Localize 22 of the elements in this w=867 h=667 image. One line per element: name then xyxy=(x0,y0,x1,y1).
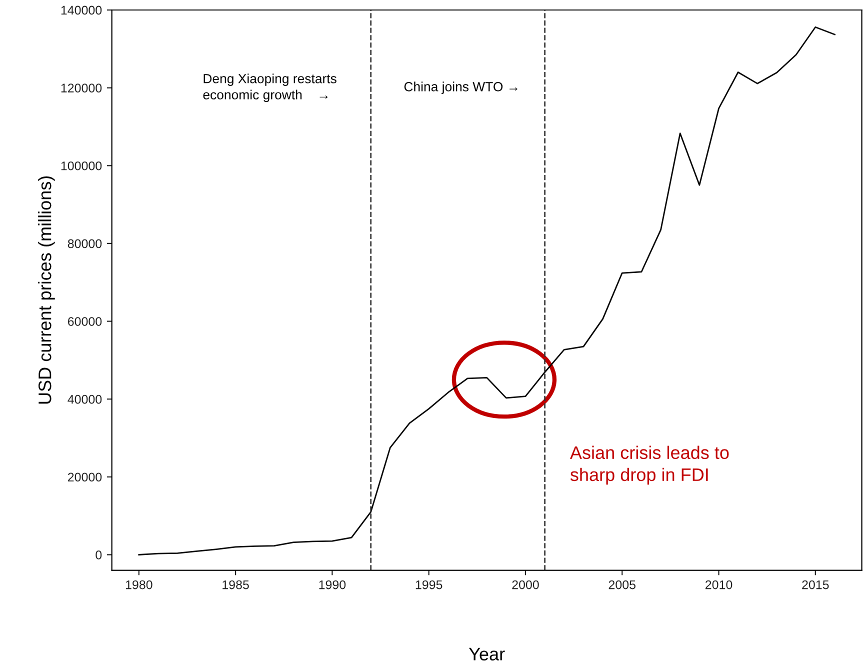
x-tick-label: 1985 xyxy=(222,580,249,590)
x-tick-label: 2015 xyxy=(802,580,829,590)
y-axis-title: USD current prices (millions) xyxy=(38,176,55,404)
x-tick-label: 2000 xyxy=(512,580,539,590)
y-tick-label: 60000 xyxy=(68,317,102,326)
x-tick-label: 1990 xyxy=(319,580,346,590)
y-tick-label: 120000 xyxy=(61,84,102,92)
x-axis-title: Year xyxy=(468,648,505,660)
y-tick-label: 40000 xyxy=(68,394,102,404)
annotation: China joins WTO → xyxy=(404,82,518,94)
x-tick-label: 2010 xyxy=(705,580,732,590)
y-tick-label: 0 xyxy=(96,550,102,560)
y-tick-label: 100000 xyxy=(61,161,102,170)
x-tick-label: 2005 xyxy=(608,580,636,590)
annotation: Deng Xiaoping restarts economic growth → xyxy=(203,74,336,102)
x-tick-label: 1995 xyxy=(416,580,442,590)
annotation: Asian crisis leads to sharp drop in FDI xyxy=(570,446,729,485)
y-tick-label: 80000 xyxy=(68,239,102,248)
x-tick-label: 1980 xyxy=(126,580,152,590)
line-series xyxy=(138,26,836,556)
y-tick-label: 20000 xyxy=(68,472,102,482)
y-tick-label: 140000 xyxy=(61,6,102,15)
